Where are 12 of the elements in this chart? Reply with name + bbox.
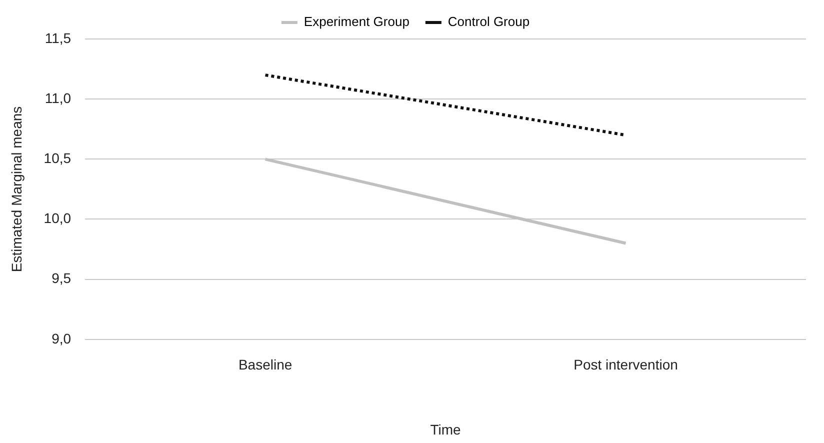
x-tick-label: Baseline	[238, 356, 292, 373]
x-axis-title: Time	[430, 421, 462, 438]
y-axis-title: Estimated Marginal means	[8, 106, 24, 272]
y-tick-label: 11,0	[44, 90, 72, 106]
y-tick-label: 9,0	[52, 330, 72, 346]
legend-label: Control Group	[448, 14, 530, 30]
y-tick-label: 10,5	[44, 150, 72, 166]
y-tick-label: 10,0	[44, 210, 72, 226]
y-tick-label: 9,5	[52, 270, 72, 286]
y-tick-label: 11,5	[44, 30, 72, 46]
legend-label: Experiment Group	[304, 14, 410, 30]
x-tick-label: Post intervention	[574, 356, 678, 373]
